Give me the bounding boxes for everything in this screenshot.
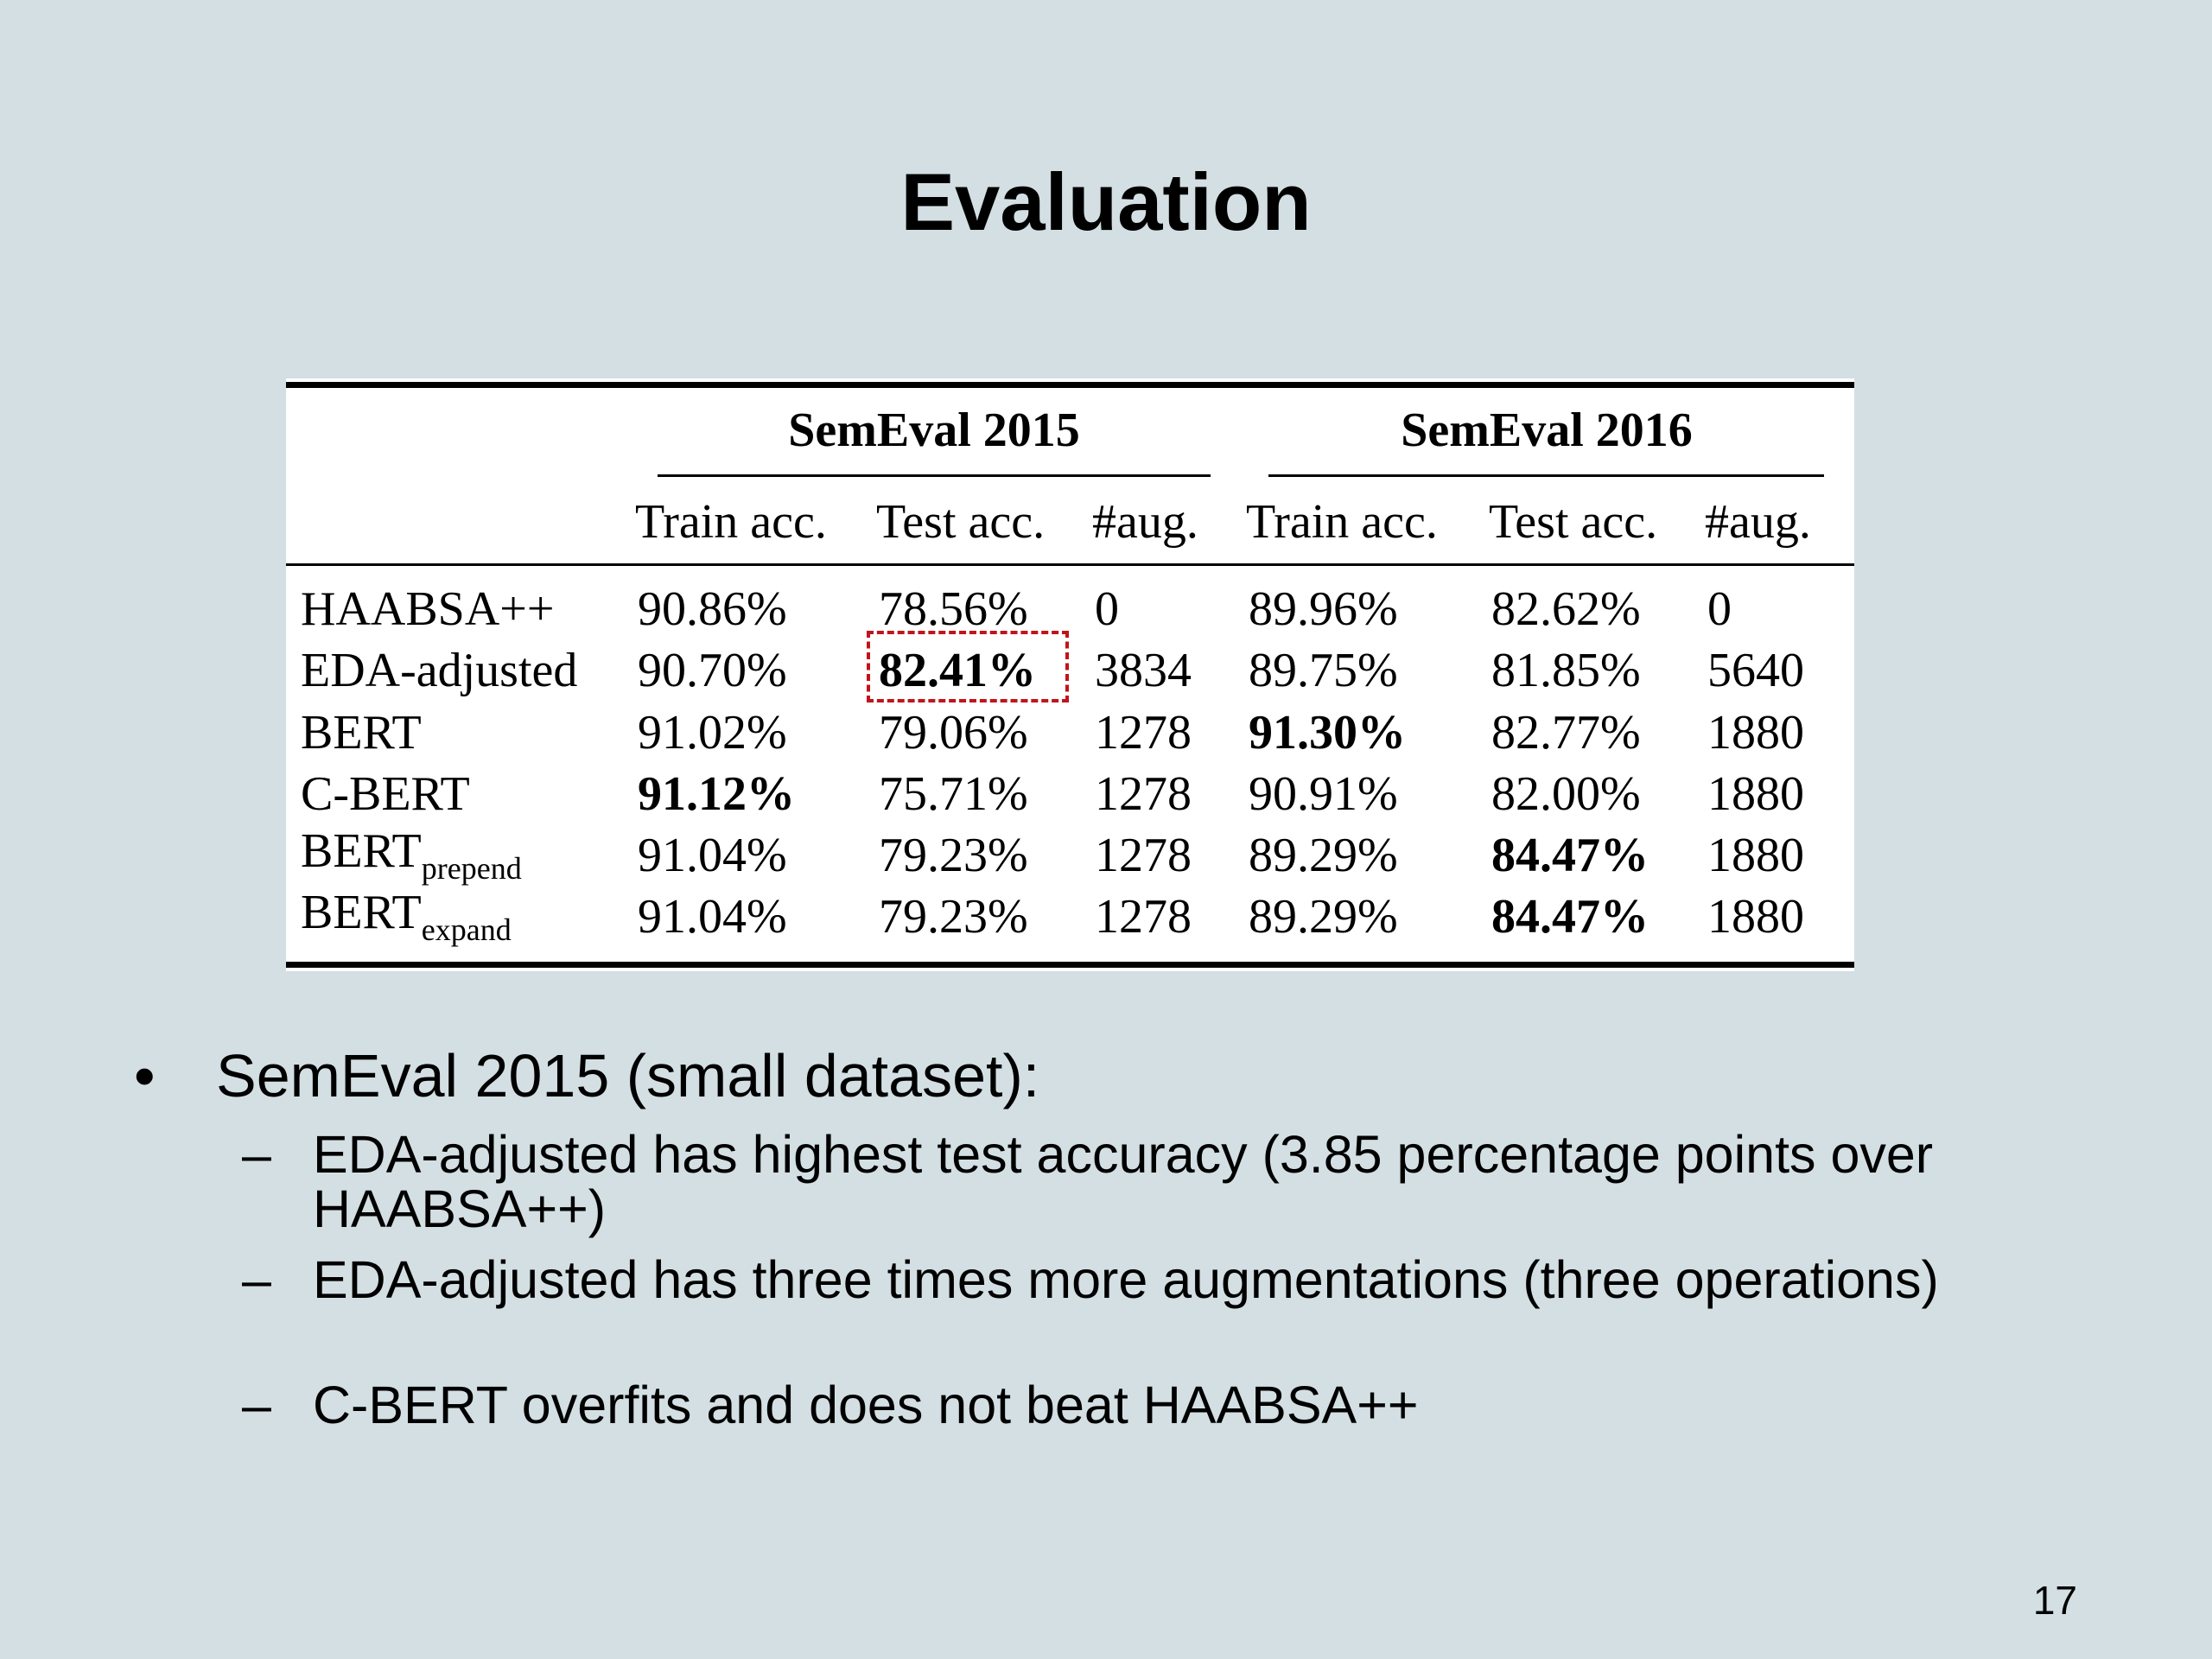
model-label: HAABSA++ — [301, 582, 555, 636]
column-header: Test acc. — [1489, 495, 1658, 549]
cell: 90.91% — [1249, 767, 1398, 821]
bottom-rule — [286, 962, 1854, 968]
cell: 3834 — [1095, 644, 1192, 697]
cell: 90.86% — [638, 582, 787, 636]
cell: 79.23% — [879, 829, 1028, 882]
model-label: BERT — [301, 824, 422, 878]
model-name: BERT — [301, 709, 422, 757]
results-table: SemEval 2015 SemEval 2016 Train acc. Test a… — [286, 378, 1854, 971]
cell: 89.75% — [1249, 644, 1398, 697]
column-header: Test acc. — [876, 495, 1046, 549]
cell: 89.29% — [1249, 829, 1398, 882]
cell: 82.62% — [1491, 582, 1641, 636]
group-rule — [1268, 474, 1824, 477]
cell: 1278 — [1095, 767, 1192, 821]
cell: 91.04% — [638, 890, 787, 944]
bullet-text: SemEval 2015 (small dataset): — [216, 1042, 1040, 1109]
slide-title: Evaluation — [900, 156, 1312, 247]
cell: 81.85% — [1491, 644, 1641, 697]
cell: 79.06% — [879, 706, 1028, 760]
cell: 1880 — [1707, 890, 1804, 944]
column-header: Train acc. — [635, 495, 827, 549]
cell: 82.00% — [1491, 767, 1641, 821]
cell: 82.77% — [1491, 706, 1641, 760]
model-label: EDA-adjusted — [301, 644, 578, 697]
page-number: 17 — [2032, 1578, 2077, 1623]
highlight-box — [867, 631, 1069, 702]
cell: 75.71% — [879, 767, 1028, 821]
model-name: BERTprepend — [301, 827, 522, 884]
cell: 1278 — [1095, 829, 1192, 882]
cell: 89.29% — [1249, 890, 1398, 944]
model-name: HAABSA++ — [301, 585, 554, 633]
model-name: EDA-adjusted — [301, 646, 577, 695]
cell: 0 — [1095, 582, 1119, 636]
column-header: #aug. — [1092, 495, 1198, 549]
model-label: BERT — [301, 706, 422, 760]
cell: 5640 — [1707, 644, 1804, 697]
group-header: SemEval 2016 — [1401, 404, 1693, 457]
model-name: BERTexpand — [301, 888, 512, 945]
sub-bullet-dash: – — [242, 1250, 271, 1309]
sub-bullet-dash: – — [242, 1376, 271, 1434]
cell: 84.47% — [1491, 829, 1649, 882]
sub-bullet-text: EDA-adjusted has highest test accuracy (… — [313, 1125, 1934, 1238]
cell: 0 — [1707, 582, 1732, 636]
model-label: C-BERT — [301, 767, 470, 821]
cell: 1278 — [1095, 890, 1192, 944]
cell: 91.02% — [638, 706, 787, 760]
sub-bullet-text: EDA-adjusted has three times more augmen… — [313, 1250, 1939, 1309]
cell: 1278 — [1095, 706, 1192, 760]
model-subscript: prepend — [421, 851, 522, 886]
cell: 1880 — [1707, 767, 1804, 821]
model-subscript: expand — [421, 912, 512, 947]
cell: 1880 — [1707, 706, 1804, 760]
top-rule — [286, 382, 1854, 388]
column-header: Train acc. — [1246, 495, 1438, 549]
cell: 1880 — [1707, 829, 1804, 882]
group-header: SemEval 2015 — [788, 404, 1080, 457]
cell: 91.12% — [638, 767, 795, 821]
cell: 79.23% — [879, 890, 1028, 944]
model-name: C-BERT — [301, 770, 470, 818]
header-rule — [286, 563, 1854, 566]
cell: 91.04% — [638, 829, 787, 882]
column-header: #aug. — [1705, 495, 1811, 549]
group-rule — [658, 474, 1211, 477]
cell: 84.47% — [1491, 890, 1649, 944]
cell: 78.56% — [879, 582, 1028, 636]
cell: 82.41% — [879, 644, 1036, 697]
cell: 89.96% — [1249, 582, 1398, 636]
sub-bullet-dash: – — [242, 1125, 271, 1184]
cell: 91.30% — [1249, 706, 1406, 760]
sub-bullet-text: C-BERT overfits and does not beat HAABSA… — [313, 1376, 1419, 1434]
cell: 90.70% — [638, 644, 787, 697]
bullet-dot: • — [134, 1042, 156, 1109]
model-label: BERT — [301, 886, 422, 939]
